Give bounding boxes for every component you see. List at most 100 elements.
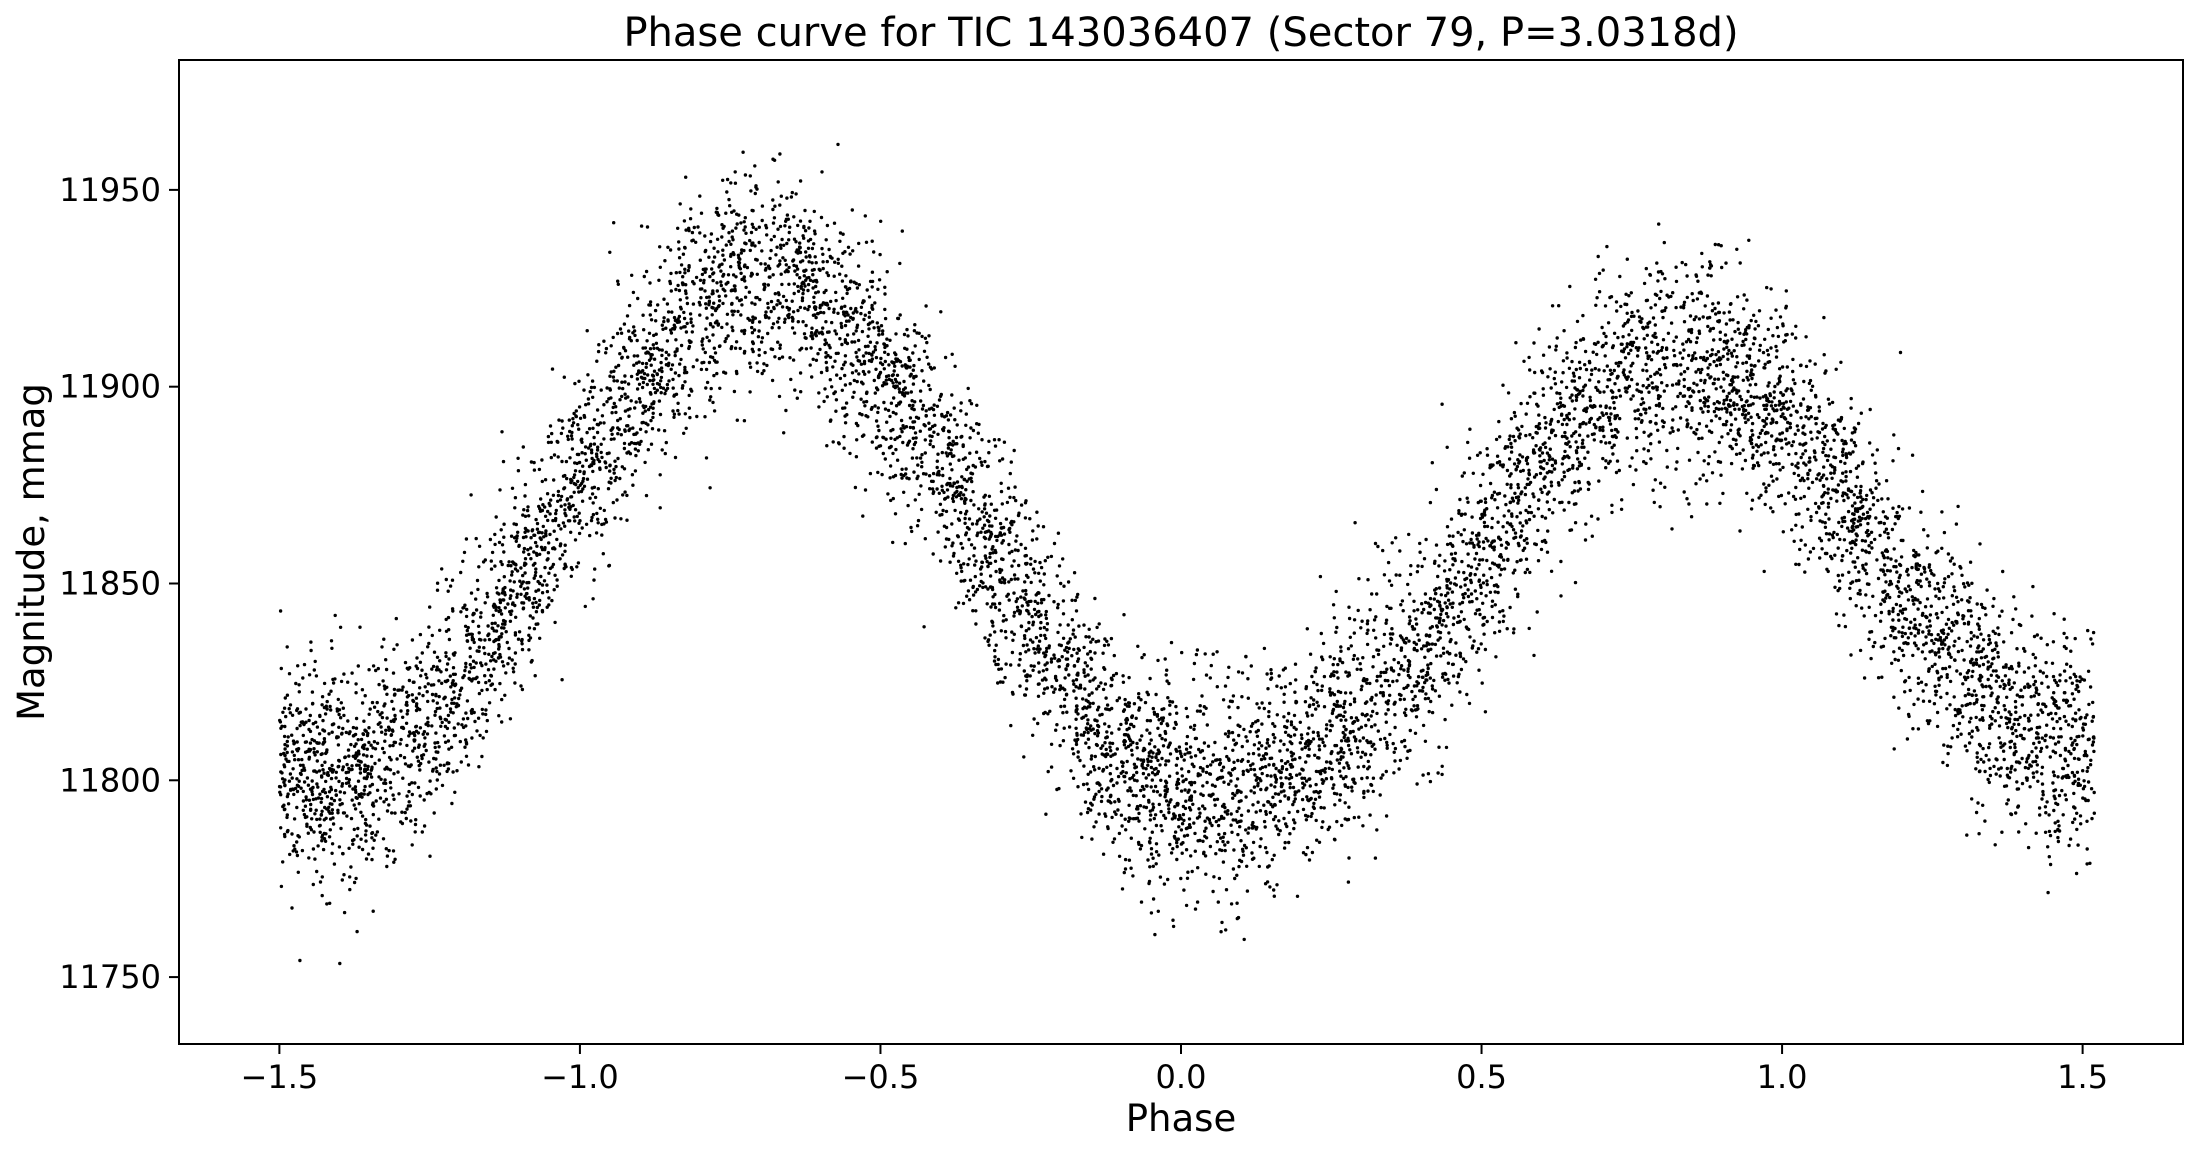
data-point (1462, 596, 1466, 600)
data-point (444, 718, 449, 722)
data-point (607, 564, 611, 568)
data-point (1827, 538, 1831, 542)
data-point (490, 654, 494, 659)
data-point (1927, 632, 1931, 636)
data-point (1101, 744, 1105, 748)
data-point (1065, 710, 1069, 714)
data-point (963, 516, 967, 521)
data-point (295, 740, 299, 744)
data-point (1782, 416, 1787, 420)
data-point (1173, 836, 1177, 840)
data-point (1620, 349, 1624, 353)
data-point (365, 747, 369, 751)
data-point (302, 780, 307, 784)
data-point (1993, 719, 1998, 723)
data-point (978, 517, 982, 521)
data-point (1610, 445, 1614, 450)
data-point (1239, 859, 1244, 864)
data-point (1084, 635, 1088, 639)
data-point (1071, 752, 1076, 756)
data-point (1682, 384, 1687, 389)
data-point (857, 348, 861, 352)
data-point (1163, 657, 1167, 661)
data-point (724, 211, 728, 215)
data-point (1714, 312, 1718, 316)
data-point (1151, 856, 1155, 860)
data-point (1517, 435, 1521, 439)
data-point (554, 508, 558, 513)
data-point (572, 515, 576, 519)
data-point (778, 259, 782, 263)
data-point (1614, 361, 1618, 365)
data-point (703, 234, 707, 238)
data-point (1085, 810, 1090, 815)
data-point (1772, 396, 1776, 400)
data-point (1056, 602, 1060, 607)
data-point (1868, 441, 1872, 445)
data-point (1574, 367, 1579, 372)
data-point (1560, 422, 1565, 427)
data-point (516, 530, 520, 534)
data-point (1527, 468, 1531, 472)
data-point (1717, 440, 1722, 445)
data-point (1942, 743, 1946, 747)
data-point (1546, 375, 1550, 379)
data-point (1129, 836, 1134, 840)
data-point (579, 489, 584, 494)
data-point (1488, 481, 1493, 486)
data-point (541, 524, 545, 529)
data-point (1268, 701, 1272, 705)
data-point (999, 481, 1003, 485)
data-point (2035, 755, 2039, 759)
data-point (1804, 415, 1808, 419)
data-point (475, 578, 480, 583)
data-point (782, 431, 786, 435)
data-point (1076, 750, 1080, 754)
data-point (381, 679, 385, 683)
data-point (1856, 556, 1860, 560)
data-point (1547, 345, 1552, 349)
data-point (1148, 818, 1153, 822)
data-point (341, 706, 345, 710)
data-point (744, 285, 748, 290)
data-point (839, 324, 844, 329)
data-point (1273, 773, 1277, 777)
data-point (2000, 609, 2004, 613)
data-point (1252, 791, 1257, 795)
data-point (1131, 740, 1135, 745)
data-point (412, 746, 417, 750)
data-point (1803, 543, 1808, 547)
data-point (451, 770, 455, 774)
data-point (757, 348, 761, 352)
data-point (1440, 772, 1444, 777)
data-point (1078, 758, 1082, 763)
data-point (878, 361, 883, 365)
data-point (1455, 681, 1459, 685)
data-point (1666, 331, 1671, 335)
data-point (1809, 415, 1814, 419)
data-point (644, 365, 648, 369)
data-point (650, 373, 655, 377)
data-point (1901, 625, 1905, 629)
data-point (351, 842, 355, 846)
data-point (1365, 642, 1370, 647)
data-point (1267, 714, 1271, 719)
data-point (334, 770, 338, 774)
data-point (1029, 580, 1033, 585)
data-point (1463, 512, 1467, 516)
data-point (1150, 830, 1155, 834)
data-point (1816, 430, 1820, 434)
data-point (740, 329, 744, 333)
data-point (1720, 435, 1724, 439)
data-point (784, 219, 788, 223)
data-point (1574, 440, 1578, 444)
data-point (1646, 449, 1651, 453)
data-point (532, 596, 537, 601)
data-point (1138, 804, 1143, 808)
data-point (1659, 348, 1664, 353)
data-point (395, 757, 399, 761)
data-point (1612, 400, 1616, 405)
data-point (1212, 875, 1216, 879)
data-point (1796, 461, 1800, 465)
data-point (1921, 630, 1925, 634)
